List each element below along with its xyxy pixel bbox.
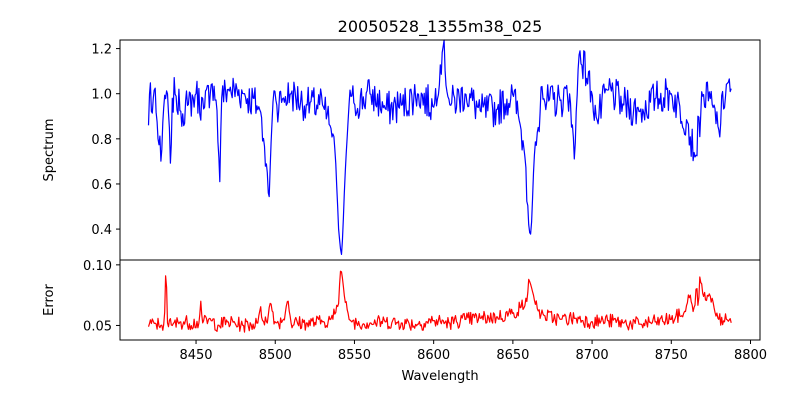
xtick-label: 8550: [338, 348, 371, 363]
error-ytick-label: 0.10: [83, 259, 112, 274]
spectrum-y-ticks: 0.4 0.6 0.8 1.0 1.2: [91, 43, 120, 238]
error-series-layer: [147, 270, 732, 333]
x-axis-label: Wavelength: [401, 369, 478, 384]
error-ytick-label: 0.05: [83, 319, 112, 334]
xtick-label: 8500: [259, 348, 292, 363]
spectrum-ytick-label: 0.4: [91, 223, 112, 238]
error-panel: 0.05 0.10 Error: [42, 259, 761, 341]
error-series-line: [147, 270, 732, 333]
spectrum-ytick-label: 0.8: [91, 133, 112, 148]
error-axes-frame: [119, 259, 761, 341]
xtick-label: 8450: [179, 348, 212, 363]
spectrum-ytick-label: 1.0: [91, 88, 112, 103]
xtick-label: 8800: [734, 348, 767, 363]
x-axis-ticks: 8450 8500 8550 8600 8650 8700 8750 8800: [179, 340, 767, 363]
error-ylabel: Error: [42, 284, 57, 316]
xtick-label: 8600: [417, 348, 450, 363]
spectrum-ytick-label: 0.6: [91, 178, 112, 193]
chart-title: 20050528_1355m38_025: [338, 17, 543, 37]
xtick-label: 8650: [496, 348, 529, 363]
spectrum-panel: 0.4 0.6 0.8 1.0 1.2 Spectrum: [42, 39, 761, 261]
error-y-ticks: 0.05 0.10: [83, 259, 120, 334]
spectrum-series-layer: [147, 39, 732, 255]
spectrum-ytick-label: 1.2: [91, 43, 112, 58]
xtick-label: 8700: [576, 348, 609, 363]
spectrum-ylabel: Spectrum: [42, 119, 57, 182]
spectrum-series-line: [147, 39, 732, 255]
xtick-label: 8750: [655, 348, 688, 363]
